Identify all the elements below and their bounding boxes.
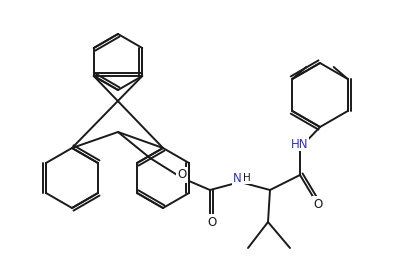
Text: O: O (207, 215, 216, 229)
Text: N: N (232, 172, 241, 184)
Text: O: O (313, 198, 322, 210)
Text: H: H (242, 173, 250, 183)
Text: O: O (177, 169, 186, 181)
Text: HN: HN (291, 138, 308, 150)
